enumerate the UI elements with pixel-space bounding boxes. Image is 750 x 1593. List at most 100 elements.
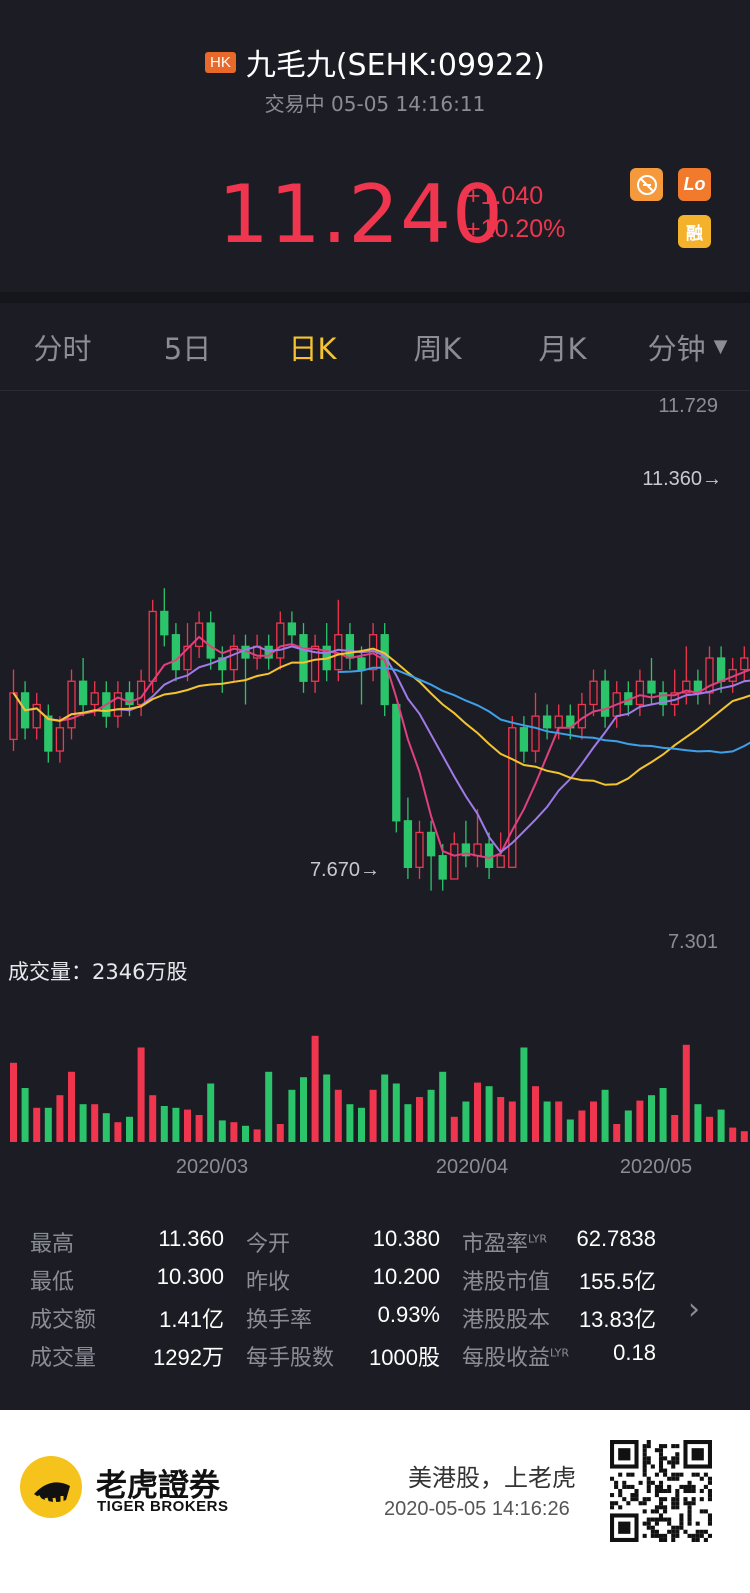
qr-module [695,1529,700,1534]
qr-module [642,1509,647,1514]
candle-body [44,715,53,752]
stat-row: 成交量 1292万 每手股数 1000股 每股收益LYR 0.18 [0,1340,750,1378]
ma60-line [338,666,750,754]
footer-timestamp: 2020-05-05 14:16:26 [384,1498,570,1520]
qr-module [703,1537,708,1542]
qr-module [634,1488,639,1494]
candle-body [682,680,691,694]
qr-module [675,1493,680,1498]
qr-module [642,1533,647,1538]
volume-bar [532,1086,539,1142]
change-absolute: +1.040 [466,182,544,210]
qr-module [691,1501,696,1506]
qr-module [699,1533,704,1538]
qr-module [683,1497,688,1502]
qr-module [658,1460,664,1465]
stat-label: 每股收益LYR [462,1340,569,1372]
qr-module [622,1484,627,1489]
qr-module [630,1497,635,1502]
volume-bar [79,1104,87,1142]
qr-module [675,1460,680,1465]
candle-body [740,657,749,671]
tab-5day[interactable]: 5日 [125,303,250,390]
tab-daily-k[interactable]: 日K [250,303,375,390]
qr-module [699,1529,704,1534]
qr-module [703,1484,708,1489]
qr-module [707,1513,712,1518]
volume-bar [427,1089,435,1142]
qr-module [687,1484,692,1489]
qr-module [671,1505,676,1510]
qr-module [671,1525,676,1530]
qr-module [663,1509,668,1514]
qr-module [671,1537,676,1542]
volume-bar [91,1104,99,1142]
candle-body [600,680,610,717]
qr-module [687,1488,692,1494]
volume-bar [578,1110,586,1142]
lo-icon[interactable]: Lo [678,168,711,201]
volume-bars-group [10,1035,748,1142]
margin-icon[interactable] [630,168,663,201]
qr-module [618,1488,623,1494]
qr-module [658,1484,664,1489]
volume-bar [416,1097,423,1142]
period-tabs: 分时 5日 日K 周K 月K 分钟 ▼ [0,303,750,391]
volume-bar [508,1101,516,1142]
qr-module [654,1448,659,1453]
kline-chart[interactable]: 11.729 11.360→ 7.670→ 7.301 成交量：2346万股 2… [0,392,750,1192]
volume-bar [450,1116,458,1142]
qr-module [658,1444,664,1449]
candle-body [67,680,76,729]
qr-module [658,1468,664,1473]
qr-module [654,1493,659,1498]
qr-module [658,1533,664,1538]
volume-bar [462,1101,470,1142]
candle-body [183,645,192,671]
brand-name-en: TIGER BROKERS [97,1498,229,1515]
qr-module [650,1517,655,1522]
qr-module [675,1476,680,1481]
qr-module [703,1529,708,1534]
tab-intraday[interactable]: 分时 [0,303,125,390]
qr-module [683,1488,688,1494]
candle-body [658,692,668,706]
qr-module [675,1444,680,1449]
stat-value: 62.7838 [576,1226,656,1251]
volume-bar [369,1089,377,1142]
tab-monthly-k[interactable]: 月K [500,303,625,390]
chevron-right-icon[interactable]: › [688,1292,700,1327]
candle-body [473,843,482,857]
qr-module [687,1533,692,1538]
qr-module [654,1517,659,1522]
candle-body [276,622,285,659]
stat-label: 成交量 [30,1346,97,1371]
rong-icon[interactable]: 融 [678,215,711,248]
title-row: HK 九毛九(SEHK:09922) [0,40,750,84]
qr-module [683,1501,688,1506]
stat-label-text: 市盈率 [462,1232,529,1257]
qr-module [642,1452,647,1457]
qr-module [671,1464,676,1469]
volume-bar [44,1107,52,1142]
qr-module [675,1525,680,1530]
tab-weekly-k[interactable]: 周K [375,303,500,390]
candle-body [310,645,320,682]
volume-bar [485,1086,493,1142]
stat-label: 换手率 [246,1308,313,1333]
tab-minute[interactable]: 分钟 ▼ [625,303,750,390]
qr-module [663,1444,668,1449]
volume-label: 成交量：2346万股 [8,960,187,984]
qr-module [622,1497,627,1502]
stat-value: 1.41亿 [159,1307,224,1332]
qr-module [703,1472,708,1477]
candle-body [438,855,447,880]
qr-module [691,1484,696,1489]
high-marker-label: 11.360→ [642,468,722,490]
stat-row: 最高 11.360 今开 10.380 市盈率LYR 62.7838 [0,1226,750,1264]
volume-bar [276,1124,284,1142]
qr-module [671,1501,676,1506]
qr-module [618,1505,623,1510]
qr-module [658,1480,664,1485]
volume-bar [706,1116,713,1142]
